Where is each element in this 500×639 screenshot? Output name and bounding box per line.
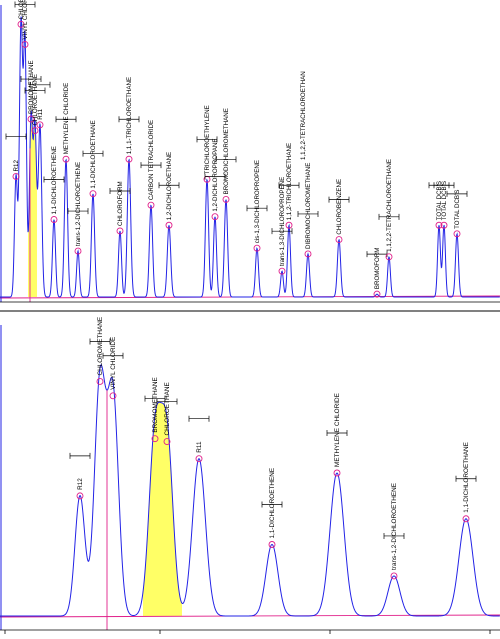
peak-label-chloroform-10: CHLOROFORM [117,181,124,226]
peak-marker-bromodichloromethane-16[interactable] [222,195,230,203]
peak-marker-chlorobenzene-21[interactable] [335,236,343,244]
peak-label-methylene-chloride-7: METHYLENE CHLORIDE [63,83,70,155]
peak-marker-carbon-tetrachloride-12[interactable] [147,201,155,209]
peak-label-chloroethane-4: CHLOROETHANE [32,74,39,126]
peak-marker-1-1-dichloroethane-9[interactable] [89,190,97,198]
peak-label-dibromochloromethane-20: DIBROMOCHLOROMETHANE [305,163,312,249]
peak-label-1-2-dichloroethane-13: 1,2-DICHLOROETHANE [166,152,173,220]
peak-label-total-dcb-s-26: TOTAL DCB'S [454,190,461,229]
peak-label-vinyl-chloride-2: VINYL CHLORIDE [22,0,29,39]
peak-label-trans-1-3-dichloropropene-18: trans-1,3-DICHLOROPROPENE [279,177,286,266]
peak-label-chlorobenzene-21: CHLOROBENZENE [336,179,343,235]
peak-label-chloromethane-1: CHLOROMETHANE [18,0,25,19]
peak-label-r12-0: R12 [77,478,84,490]
peak-marker-chloroethane-4[interactable] [31,127,39,134]
peak-marker-1-2-dichloropropane-15[interactable] [211,213,219,221]
peak-marker-1-1-dichloroethene-6[interactable] [50,216,58,223]
peak-label-bromomethane-3: BROMOMETHANE [152,377,159,432]
peak-label-vinyl-chloride-2: VINYL CHLORIDE [110,337,117,390]
peak-label-r12-0: R12 [13,160,20,172]
peak-label-r11-5: R11 [37,108,44,119]
peak-marker-bromomethane-3[interactable] [151,435,159,443]
peak-marker-trans-1-2-dichloroethene-8[interactable] [74,247,82,255]
peak-label-1-2-dichloropropane-15: 1,2-DICHLOROPROPANE [212,139,219,212]
peak-label-trichloroethylene-14: TRICHLOROETHYLENE [204,105,211,174]
peak-label-1-1-1-trichloroethane-11: 1,1,1-TRICHLOROETHANE [126,77,133,154]
peak-marker-methylene-chloride-7[interactable] [62,155,70,163]
peak-marker-chloromethane-1[interactable] [96,378,104,385]
peak-marker-r11-5[interactable] [195,455,203,463]
peak-label-1-1-2-2-tetrachloroethane-23: 1,1,2,2-TETRACHLOROETHANE [386,159,393,252]
peak-label-total-dcb-s-25: TOTAL DCB'S [441,181,448,220]
peak-marker-chloromethane-1[interactable] [17,20,25,28]
peak-label-1-1-2-trichloroethane-19: 1,1,2-TRICHLOROETHANE [286,143,293,220]
signal-trace [0,364,500,617]
peak-label-methylene-chloride-7: METHYLENE CHLORIDE [334,393,341,467]
peak-marker-chloroform-10[interactable] [116,227,124,235]
peak-label-carbon-tetrachloride-12: CARBON TETRACHLORIDE [148,120,155,200]
peak-label-1-1-dichloroethene-6: 1,1-DICHLOROETHENE [269,468,276,539]
peak-marker-r12-0[interactable] [76,492,84,500]
bottom-chromatogram-panel: R12 CHLOROMETHANE VINYL CHLORIDE BROMOMETHA… [0,317,500,634]
peak-marker-methylene-chloride-7[interactable] [333,469,341,477]
peak-marker-vinyl-chloride-2[interactable] [109,392,117,400]
highlighted-peak-area [143,402,182,616]
peak-label-total-dcb-s-24: TOTAL DCB'S [436,181,443,220]
peak-marker-total-dcb-s-26[interactable] [453,230,461,238]
peak-marker-1-1-dichloroethene-6[interactable] [268,541,276,548]
peak-label-chloromethane-1: CHLOROMETHANE [97,317,104,376]
extra-label-1-1-2-2-tetrachloroethan: 1,1,2,2-TETRACHLOROETHAN [300,71,307,160]
peak-label-trans-1-2-dichloroethene-8: trans-1,2-DICHLOROETHENE [391,483,398,570]
peak-marker-bromomethane-3[interactable] [27,115,35,123]
peak-label-1-1-dichloroethene-6: 1,1-DICHLOROETHENE [51,146,58,214]
peak-marker-dibromochloromethane-20[interactable] [304,250,312,258]
peak-label-cis-1-3-dichloropropene-17: cis-1,3-DICHLOROPROPENE [254,160,261,243]
peak-label-bromoform-22: BROMOFORM [374,248,381,290]
peak-label-bromodichloromethane-16: BROMODICHLOROMETHANE [223,108,230,194]
peak-label-r11-5: R11 [196,441,203,453]
peak-marker-trans-1-3-dichloropropene-18[interactable] [278,267,286,275]
peak-marker-1-1-2-2-tetrachloroethane-23[interactable] [385,253,393,261]
peak-marker-r11-5[interactable] [36,121,44,129]
signal-trace [0,16,500,298]
peak-marker-trans-1-2-dichloroethene-8[interactable] [390,572,398,580]
peak-label-trans-1-2-dichloroethene-8: trans-1,2-DICHLOROETHENE [75,162,82,246]
peak-marker-total-dcb-s-24[interactable] [435,221,443,229]
peak-label-1-1-dichloroethane-9: 1,1-DICHLOROETHANE [90,120,97,188]
peak-marker-vinyl-chloride-2[interactable] [21,40,29,48]
peak-label-bromomethane-3: BROMOMETHANE [28,60,35,114]
peak-marker-cis-1-3-dichloropropene-17[interactable] [253,244,261,252]
peak-label-1-1-dichloroethane-9: 1,1-DICHLOROETHANE [463,442,470,513]
peak-marker-1-2-dichloroethane-13[interactable] [165,221,173,229]
peak-marker-1-1-dichloroethane-9[interactable] [462,515,470,523]
peak-marker-1-1-1-trichloroethane-11[interactable] [125,155,133,163]
peak-marker-total-dcb-s-25[interactable] [440,221,448,229]
peak-marker-chloroethane-4[interactable] [163,438,171,445]
peak-marker-bromoform-22[interactable] [373,290,381,298]
peak-label-chloroethane-4: CHLOROETHANE [164,382,171,435]
peak-marker-1-1-2-trichloroethane-19[interactable] [285,221,293,229]
peak-marker-r12-0[interactable] [12,173,20,180]
